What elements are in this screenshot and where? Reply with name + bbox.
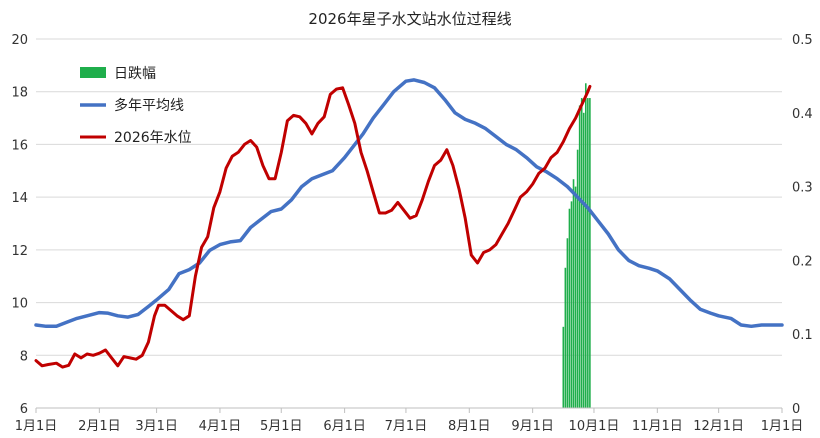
amplitude-bar <box>566 238 569 408</box>
legend-label-daily-amplitude: 日跌幅 <box>114 66 156 82</box>
multi-year-mean-line <box>34 78 784 329</box>
x-tick-label: 4月1日 <box>199 419 242 434</box>
y-right-tick-label: 0.4 <box>792 107 813 122</box>
x-tick-label: 12月1日 <box>693 419 744 434</box>
legend-swatch-daily-amplitude <box>80 67 106 78</box>
legend-label-water-level-2026: 2026年水位 <box>114 130 192 146</box>
y-left-tick-label: 12 <box>11 244 28 259</box>
amplitude-bar <box>582 112 585 409</box>
y-left-tick-label: 10 <box>11 297 28 312</box>
x-tick-label: 2月1日 <box>78 419 121 434</box>
amplitude-bar <box>572 179 575 408</box>
y-left-tick-label: 8 <box>20 349 28 364</box>
x-tick-label: 6月1日 <box>323 419 366 434</box>
x-tick-label: 3月1日 <box>135 419 178 434</box>
x-tick-label: 11月1日 <box>632 419 683 434</box>
x-tick-label: 5月1日 <box>260 419 303 434</box>
legend-label-multi-year-mean: 多年平均线 <box>114 97 184 114</box>
y-left-tick-label: 6 <box>20 402 28 417</box>
amplitude-bar <box>578 105 581 409</box>
daily-amplitude-bars <box>562 83 591 409</box>
y-right-tick-label: 0.1 <box>792 328 813 343</box>
x-tick-label: 7月1日 <box>385 419 428 434</box>
x-tick-label: 10月1日 <box>569 419 620 434</box>
amplitude-bar <box>584 83 587 408</box>
y-left-tick-label: 20 <box>11 33 28 48</box>
amplitude-bar <box>564 267 567 408</box>
amplitude-bar <box>589 98 591 408</box>
amplitude-bar <box>576 149 579 408</box>
y-right-tick-label: 0.3 <box>792 181 813 196</box>
amplitude-bar <box>568 208 571 408</box>
y-right-tick-label: 0 <box>792 402 800 417</box>
amplitude-bar <box>562 326 565 408</box>
water-level-2026-line <box>34 84 592 369</box>
y-right-tick-label: 0.5 <box>792 33 813 48</box>
x-tick-label: 9月1日 <box>511 419 554 434</box>
amplitude-bar <box>580 98 583 408</box>
y-right-tick-label: 0.2 <box>792 254 813 269</box>
y-left-tick-label: 16 <box>11 138 28 153</box>
amplitude-bar <box>587 98 589 408</box>
amplitude-bar <box>570 201 573 408</box>
x-tick-label: 1月1日 <box>15 419 58 434</box>
x-tick-label: 1月1日 <box>761 419 804 434</box>
amplitude-bar <box>574 186 577 408</box>
legend: 日跌幅 多年平均线 2026年水位 <box>80 66 192 146</box>
series-lines <box>34 78 784 369</box>
x-tick-label: 8月1日 <box>448 419 491 434</box>
y-left-tick-label: 18 <box>11 86 28 101</box>
grid-lines <box>36 38 782 409</box>
axes: 6 8 10 12 14 16 18 20 0 0.1 0.2 0.3 0.4 0.5 1月1日 2月1日 3月… <box>11 33 812 434</box>
y-left-tick-label: 14 <box>11 191 28 206</box>
chart-title: 2026年星子水文站水位过程线 <box>308 10 511 28</box>
